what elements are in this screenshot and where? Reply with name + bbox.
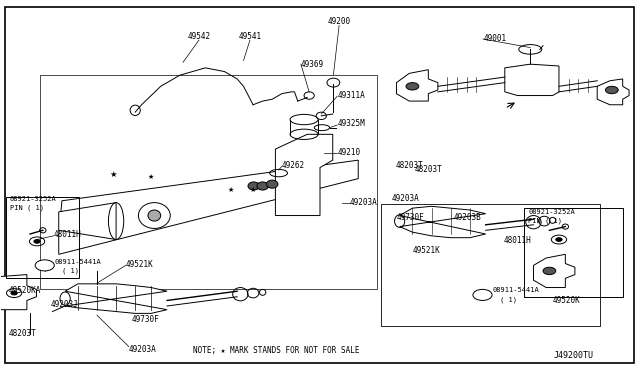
Text: 49311A: 49311A (337, 91, 365, 100)
Text: PIN ( 1): PIN ( 1) (529, 218, 563, 224)
Bar (524, 208, 623, 297)
Polygon shape (399, 206, 486, 238)
Ellipse shape (605, 86, 618, 94)
Polygon shape (396, 70, 438, 101)
Text: 49520K: 49520K (552, 296, 580, 305)
Ellipse shape (556, 238, 562, 241)
Text: 49325M: 49325M (337, 119, 365, 128)
Text: 49203J: 49203J (51, 300, 79, 309)
Text: N: N (480, 292, 485, 298)
Text: 08921-3252A: 08921-3252A (10, 196, 56, 202)
Polygon shape (275, 134, 333, 215)
Text: 49521K: 49521K (412, 246, 440, 255)
Ellipse shape (406, 83, 419, 90)
Text: 08911-5441A: 08911-5441A (492, 287, 539, 293)
Ellipse shape (248, 182, 259, 190)
Text: 49541: 49541 (238, 32, 262, 41)
Text: J49200TU: J49200TU (554, 351, 594, 360)
Text: 49262: 49262 (282, 161, 305, 170)
Circle shape (473, 289, 492, 301)
Polygon shape (59, 203, 116, 240)
Text: NOTE; ★ MARK STANDS FOR NOT FOR SALE: NOTE; ★ MARK STANDS FOR NOT FOR SALE (193, 346, 359, 355)
Text: 49203A: 49203A (392, 195, 419, 203)
Circle shape (35, 260, 54, 271)
Ellipse shape (11, 291, 17, 295)
Text: ★: ★ (250, 187, 256, 193)
Text: 49001: 49001 (483, 34, 506, 43)
Text: 49542: 49542 (188, 32, 211, 41)
Polygon shape (59, 160, 358, 254)
Text: 49520KA: 49520KA (9, 286, 42, 295)
Text: 49203B: 49203B (454, 213, 481, 222)
Polygon shape (505, 64, 559, 96)
Ellipse shape (34, 240, 40, 243)
Text: 49200: 49200 (328, 17, 351, 26)
Bar (381, 205, 600, 326)
Text: ★: ★ (148, 174, 154, 180)
Text: ( 1): ( 1) (62, 268, 79, 274)
Ellipse shape (148, 210, 161, 221)
Bar (40, 75, 378, 289)
Text: N: N (42, 263, 47, 268)
Ellipse shape (266, 180, 278, 188)
Text: 49369: 49369 (301, 60, 324, 69)
Polygon shape (0, 275, 36, 310)
Text: 08921-3252A: 08921-3252A (529, 209, 575, 215)
Text: 48011H: 48011H (504, 236, 531, 245)
Text: 49203A: 49203A (350, 198, 378, 207)
Text: ★: ★ (109, 170, 116, 179)
Text: ★: ★ (228, 187, 234, 193)
Bar (6, 197, 79, 278)
Text: 48203T: 48203T (414, 165, 442, 174)
Polygon shape (597, 79, 629, 105)
Text: 48011H: 48011H (54, 230, 81, 239)
Text: 49203A: 49203A (129, 345, 157, 354)
Text: ( 1): ( 1) (500, 296, 517, 302)
Text: 49521K: 49521K (125, 260, 154, 269)
Text: 08911-5441A: 08911-5441A (54, 259, 101, 265)
Polygon shape (65, 284, 167, 313)
Text: 48203T: 48203T (9, 329, 36, 338)
Text: 49730F: 49730F (396, 213, 424, 222)
Text: 48203T: 48203T (395, 161, 423, 170)
Polygon shape (534, 254, 575, 288)
Text: PIN ( 1): PIN ( 1) (10, 205, 44, 211)
Text: 49210: 49210 (337, 148, 360, 157)
Text: 49730F: 49730F (132, 315, 160, 324)
Ellipse shape (257, 182, 268, 190)
Ellipse shape (543, 267, 556, 275)
